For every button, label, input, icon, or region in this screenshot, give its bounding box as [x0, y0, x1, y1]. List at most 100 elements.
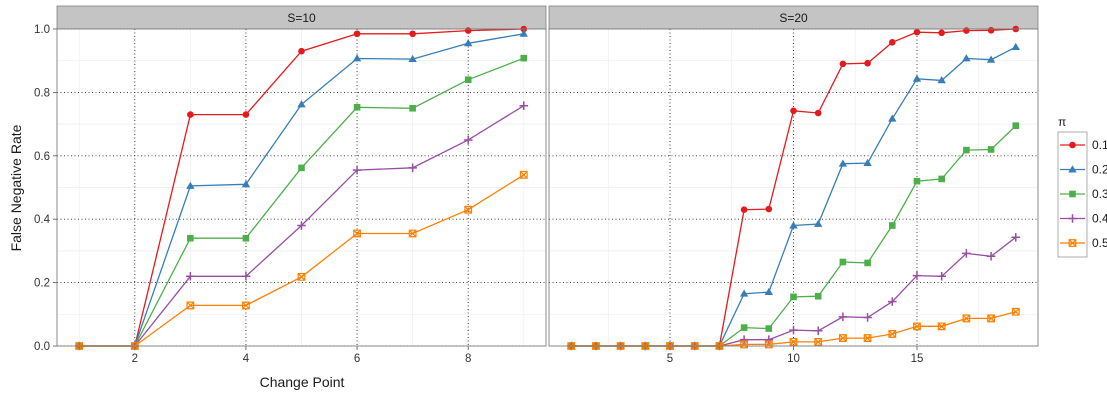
data-point	[986, 55, 996, 63]
legend-key-marker	[1069, 141, 1076, 149]
y-axis-title: False Negative Rate	[8, 124, 24, 251]
data-point	[963, 27, 970, 34]
data-point	[789, 325, 798, 335]
x-axis-title: Change Point	[260, 374, 345, 390]
panel-strip-label: S=20	[779, 11, 808, 25]
data-point	[464, 39, 473, 47]
data-point	[987, 26, 995, 34]
legend-label: 0.5	[1092, 236, 1107, 250]
data-point	[789, 221, 798, 229]
legend-items: 0.1 0.2 0.3 0.4 0.5	[1060, 138, 1107, 250]
legend-item: 0.3	[1060, 187, 1107, 201]
data-point	[740, 324, 748, 331]
x-tick-label: 8	[465, 353, 471, 365]
legend-label: 0.4	[1092, 212, 1107, 226]
legend-label: 0.3	[1092, 187, 1107, 201]
data-point	[987, 146, 995, 153]
data-point	[888, 222, 896, 229]
y-tick-label: 0.0	[34, 341, 50, 353]
y-tick-label: 0.4	[34, 214, 51, 226]
y-tick-label: 0.2	[34, 278, 50, 290]
data-point	[186, 301, 195, 310]
data-point	[764, 287, 774, 296]
data-point	[187, 234, 194, 242]
data-point	[814, 109, 822, 117]
x-tick-label: 6	[354, 353, 360, 365]
data-point	[353, 229, 361, 238]
data-point	[765, 325, 773, 332]
data-point	[888, 330, 897, 338]
panels: S=10 0.0 0.2 0.4 0.6 0.8 1.0 2 4 6 8 S=20 5 10 15	[34, 5, 1039, 365]
data-point	[187, 111, 194, 118]
x-tick-label: 5	[667, 353, 673, 365]
legend-key-marker	[1068, 165, 1077, 173]
data-point	[242, 301, 250, 310]
data-point	[464, 76, 472, 84]
data-point	[463, 135, 473, 145]
data-point	[987, 314, 995, 323]
x-tick-label: 2	[132, 353, 138, 365]
data-point	[352, 165, 362, 175]
data-point	[937, 271, 946, 281]
data-point	[408, 54, 417, 63]
x-tick-label: 10	[787, 353, 800, 365]
data-point	[298, 47, 305, 55]
data-point	[297, 100, 306, 108]
panel-strip-label: S=10	[287, 11, 316, 25]
data-point	[937, 322, 946, 331]
x-tick-label: 4	[243, 353, 250, 365]
legend-label: 0.1	[1092, 138, 1107, 152]
data-point	[241, 180, 251, 188]
data-point	[839, 258, 847, 266]
data-point	[739, 289, 749, 297]
x-tick-label: 15	[911, 353, 924, 365]
data-point	[938, 175, 945, 183]
legend-label: 0.2	[1092, 163, 1107, 177]
legend-key-marker	[1069, 190, 1076, 198]
data-point	[838, 312, 848, 322]
legend-item: 0.2	[1060, 163, 1107, 177]
y-tick-label: 1.0	[34, 24, 50, 36]
data-point	[297, 221, 306, 230]
panel-border	[548, 28, 1039, 347]
panel-2: S=20 5 10 15	[548, 5, 1039, 365]
legend-key-marker	[1068, 214, 1077, 223]
data-point	[1011, 307, 1020, 316]
data-point	[937, 76, 946, 84]
data-point	[913, 322, 921, 331]
data-point	[520, 54, 528, 62]
data-point	[963, 146, 970, 154]
data-point	[764, 335, 774, 344]
data-point	[740, 340, 749, 349]
data-point	[519, 170, 528, 179]
data-point	[297, 272, 306, 281]
data-point	[938, 29, 945, 37]
data-point	[814, 292, 822, 300]
y-tick-label: 0.6	[34, 151, 50, 163]
data-point	[1011, 232, 1021, 242]
data-point	[408, 163, 417, 173]
data-point	[962, 249, 971, 258]
data-point	[352, 54, 362, 62]
data-point	[409, 30, 416, 38]
data-point	[790, 293, 797, 301]
legend-title: π	[1058, 115, 1066, 129]
data-point	[888, 114, 897, 122]
data-point	[813, 219, 823, 227]
data-point	[863, 334, 872, 342]
data-point	[962, 314, 971, 323]
data-point	[864, 59, 871, 67]
data-point	[913, 177, 921, 185]
data-point	[241, 271, 251, 281]
data-point	[913, 28, 921, 36]
data-point	[912, 271, 922, 280]
data-point	[887, 297, 897, 306]
data-point	[765, 205, 773, 213]
data-point	[242, 111, 250, 118]
data-point	[464, 205, 473, 214]
data-point	[838, 159, 848, 167]
legend-item: 0.4	[1060, 212, 1107, 226]
data-point	[1012, 122, 1020, 129]
data-point	[353, 30, 361, 38]
panel-1: S=10 0.0 0.2 0.4 0.6 0.8 1.0 2 4 6 8	[34, 5, 547, 365]
